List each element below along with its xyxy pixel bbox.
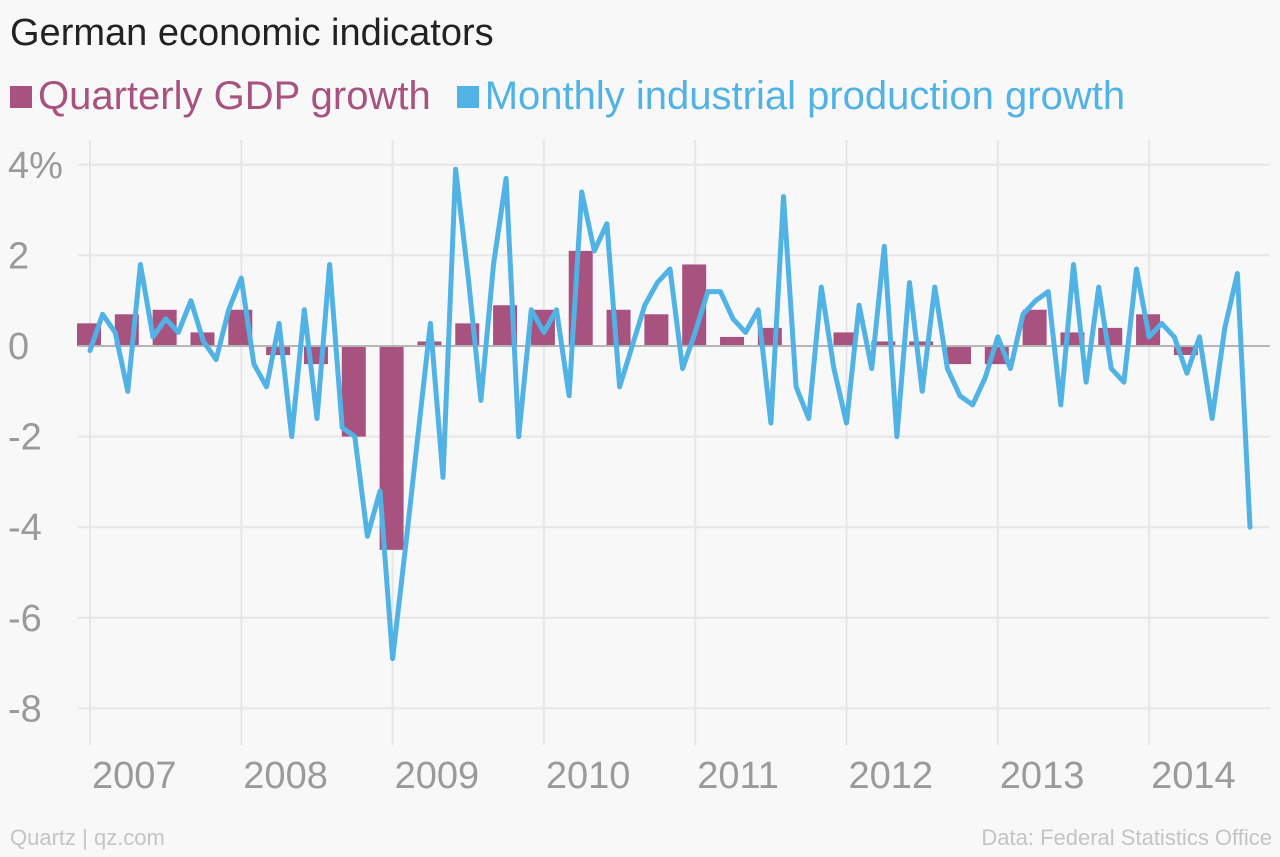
gdp-bar xyxy=(1098,327,1123,346)
chart-title: German economic indicators xyxy=(10,12,494,54)
gdp-bar xyxy=(266,346,291,356)
industrial-production-line xyxy=(87,166,1253,662)
x-tick-label: 2013 xyxy=(1000,755,1085,797)
y-tick-label: -6 xyxy=(8,598,42,640)
footer-credit: Quartz | qz.com xyxy=(10,825,165,850)
x-tick-label: 2012 xyxy=(849,755,934,797)
gdp-bar xyxy=(1173,346,1198,356)
x-tick-label: 2010 xyxy=(546,755,631,797)
legend-swatch-industrial xyxy=(456,85,479,108)
y-tick-label: 0 xyxy=(8,326,29,368)
x-tick-label: 2007 xyxy=(92,755,177,797)
y-tick-label: -8 xyxy=(8,688,42,730)
y-tick-label: 2 xyxy=(8,235,29,277)
y-tick-label: -2 xyxy=(8,417,42,459)
legend-item-gdp: Quarterly GDP growth xyxy=(10,74,431,119)
x-tick-label: 2008 xyxy=(243,755,328,797)
legend-label-gdp: Quarterly GDP growth xyxy=(38,74,431,118)
x-tick-label: 2014 xyxy=(1151,755,1236,797)
x-tick-label: 2011 xyxy=(697,755,779,797)
legend-label-industrial: Monthly industrial production growth xyxy=(484,74,1126,118)
gdp-bar xyxy=(644,314,669,346)
y-tick-label: 4% xyxy=(8,145,63,187)
legend-swatch-gdp xyxy=(10,85,32,108)
footer-source: Data: Federal Statistics Office xyxy=(981,825,1272,850)
gdp-bar xyxy=(946,346,971,365)
y-axis-ticks: 4% 2 0 -2 -4 -6 -8 xyxy=(8,145,63,731)
legend: Quarterly GDP growth Monthly industrial … xyxy=(10,74,1151,119)
x-tick-label: 2009 xyxy=(395,755,480,797)
legend-item-industrial: Monthly industrial production growth xyxy=(456,74,1126,119)
gdp-bar xyxy=(909,341,934,346)
gdp-bar xyxy=(341,346,366,437)
y-tick-label: -4 xyxy=(8,507,42,549)
gdp-bar xyxy=(833,332,858,346)
gridlines xyxy=(78,140,1270,745)
gdp-bar xyxy=(871,341,896,346)
gdp-bar xyxy=(606,309,631,346)
gdp-bar xyxy=(1022,309,1047,346)
gdp-bar xyxy=(720,336,745,346)
x-axis-ticks: 2007 2008 2009 2010 2011 2012 2013 2014 xyxy=(92,755,1236,797)
